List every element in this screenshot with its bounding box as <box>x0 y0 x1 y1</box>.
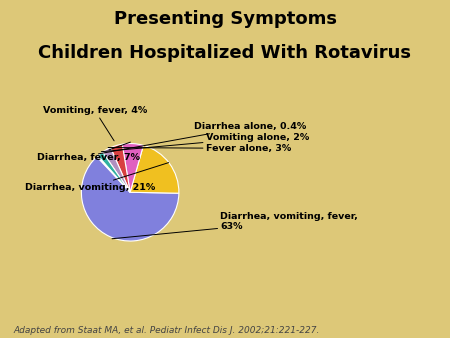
Wedge shape <box>111 144 130 192</box>
Wedge shape <box>98 152 130 192</box>
Text: Fever alone, 3%: Fever alone, 3% <box>108 144 291 153</box>
Text: Diarrhea alone, 0.4%: Diarrhea alone, 0.4% <box>99 122 306 154</box>
Wedge shape <box>122 144 144 192</box>
Wedge shape <box>130 145 179 193</box>
Text: Diarrhea, vomiting, fever,
63%: Diarrhea, vomiting, fever, 63% <box>112 212 358 239</box>
Text: Adapted from Staat MA, et al. Pediatr Infect Dis J. 2002;21:221-227.: Adapted from Staat MA, et al. Pediatr In… <box>14 325 320 335</box>
Text: Children Hospitalized With Rotavirus: Children Hospitalized With Rotavirus <box>39 44 411 62</box>
Text: Diarrhea, vomiting, 21%: Diarrhea, vomiting, 21% <box>25 163 169 192</box>
Text: Diarrhea, fever, 7%: Diarrhea, fever, 7% <box>37 142 140 162</box>
Text: Presenting Symptoms: Presenting Symptoms <box>113 10 337 28</box>
Wedge shape <box>103 148 130 192</box>
Wedge shape <box>81 156 179 241</box>
Text: Vomiting alone, 2%: Vomiting alone, 2% <box>101 133 309 152</box>
Text: Vomiting, fever, 4%: Vomiting, fever, 4% <box>43 106 147 141</box>
Wedge shape <box>97 156 130 192</box>
